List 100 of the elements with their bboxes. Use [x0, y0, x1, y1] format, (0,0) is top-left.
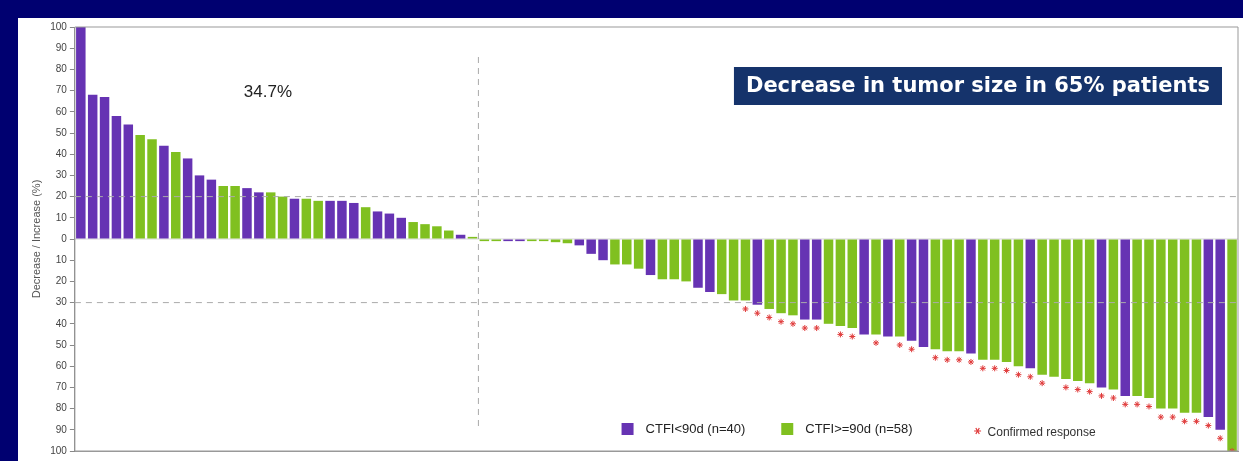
bar [111, 116, 122, 239]
point [836, 330, 844, 338]
point [777, 318, 785, 326]
bar [135, 135, 145, 239]
bar [930, 239, 941, 350]
bar [883, 239, 893, 337]
bar [847, 239, 858, 329]
y-tick-label: 80 [55, 402, 68, 414]
bar [871, 239, 881, 335]
bar [408, 222, 418, 239]
bar [242, 188, 252, 239]
y-tick-label: 20 [55, 190, 68, 202]
y-tick-label: 30 [55, 296, 68, 308]
bar [123, 124, 134, 239]
point [1026, 373, 1034, 381]
bar [669, 239, 679, 280]
bar [384, 213, 395, 239]
bar [823, 239, 834, 324]
bar [99, 96, 110, 239]
bar [455, 234, 466, 239]
bar [645, 239, 656, 276]
y-tick-label: 10 [55, 253, 68, 265]
point [1098, 392, 1106, 400]
point [1169, 413, 1177, 421]
bar [182, 158, 193, 239]
bar [206, 179, 217, 239]
bar [1167, 239, 1178, 409]
bar [859, 239, 869, 335]
bar [289, 198, 300, 239]
point [1216, 434, 1224, 442]
bar [396, 217, 407, 239]
legend-label: Confirmed response [987, 425, 1096, 440]
bar [360, 207, 371, 239]
bar [989, 239, 1000, 360]
annotation: Decrease in tumor size in 65% patients [745, 73, 1211, 98]
y-tick-label: 70 [55, 381, 68, 393]
bar [1025, 239, 1036, 369]
bar [966, 239, 976, 354]
point [1086, 388, 1094, 396]
point [753, 309, 761, 317]
bar [1108, 239, 1119, 390]
y-tick-label: 90 [55, 423, 68, 435]
point [943, 356, 951, 364]
point [801, 324, 809, 332]
point [848, 333, 856, 341]
point [955, 356, 963, 364]
bar [1144, 239, 1154, 398]
point [931, 354, 939, 362]
y-axis-title: Decrease / Increase (%) [29, 179, 42, 299]
point [1121, 400, 1129, 408]
point [991, 364, 999, 372]
bar [1001, 239, 1012, 362]
bar [76, 27, 86, 239]
bar [1132, 239, 1142, 396]
bar [218, 186, 228, 239]
point [1157, 413, 1165, 421]
bar [1191, 239, 1202, 413]
bar [277, 196, 288, 239]
bar [1120, 239, 1130, 396]
bar [906, 239, 917, 341]
point [813, 324, 821, 332]
bar [1156, 239, 1166, 409]
point [1038, 379, 1046, 387]
bar [444, 230, 454, 239]
bar [147, 139, 157, 239]
point [1204, 422, 1212, 430]
bar [657, 239, 668, 280]
bar [586, 239, 596, 254]
y-tick-label: 60 [55, 359, 68, 371]
point [979, 364, 987, 372]
bar [1227, 239, 1237, 451]
legend-label: CTFI<90d (n=40) [645, 420, 746, 436]
point [1062, 383, 1070, 391]
bar [1037, 239, 1047, 375]
bar [954, 239, 964, 352]
legend-label: CTFI>=90d (n=58) [805, 420, 913, 436]
bar [598, 239, 608, 261]
y-tick-label: 10 [55, 211, 68, 223]
bar [800, 239, 810, 320]
bar [752, 239, 763, 305]
bar [1013, 239, 1024, 367]
bar [254, 192, 264, 239]
bar [313, 200, 323, 239]
point [1192, 417, 1200, 425]
bar [610, 239, 620, 265]
bar [764, 239, 774, 309]
bar [325, 200, 335, 239]
bar [1084, 239, 1095, 384]
bar [728, 239, 739, 301]
y-tick-label: 90 [55, 41, 68, 53]
bar [978, 239, 988, 360]
bar [337, 200, 347, 239]
bar [87, 94, 98, 239]
bar [1073, 239, 1083, 382]
y-tick-label: 80 [55, 63, 68, 75]
bar [681, 239, 691, 282]
point [741, 305, 749, 313]
y-tick-label: 50 [55, 126, 68, 138]
annotation: 34.7% [243, 81, 293, 101]
point [1014, 371, 1022, 379]
